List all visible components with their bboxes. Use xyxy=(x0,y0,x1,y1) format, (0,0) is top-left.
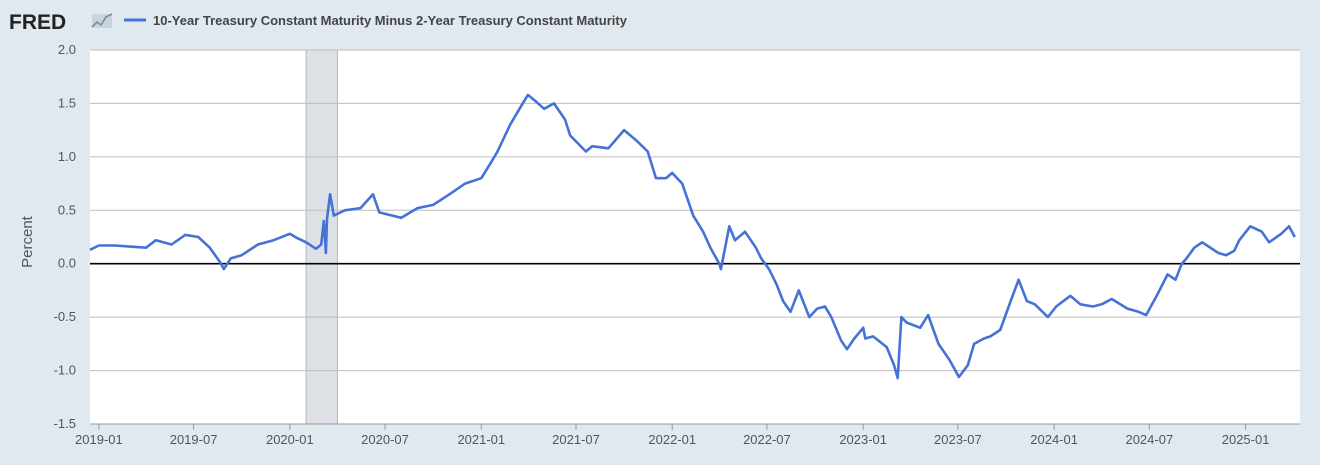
y-tick-label: -1.5 xyxy=(54,416,76,431)
x-tick-label: 2024-01 xyxy=(1030,432,1078,447)
y-tick-label: 2.0 xyxy=(58,42,76,57)
fred-logo-text: FRED xyxy=(9,11,66,34)
fred-logo[interactable]: FRED xyxy=(9,11,113,34)
x-tick-label: 2023-07 xyxy=(934,432,982,447)
series-line xyxy=(89,93,1296,380)
y-tick-label: -0.5 xyxy=(54,309,76,324)
y-tick-label: 1.0 xyxy=(58,149,76,164)
plot-area xyxy=(90,50,1300,424)
chart-legend[interactable]: 10-Year Treasury Constant Maturity Minus… xyxy=(124,13,628,28)
x-tick-label: 2022-07 xyxy=(743,432,791,447)
x-tick-label: 2021-07 xyxy=(552,432,600,447)
y-tick-label: 1.5 xyxy=(58,95,76,110)
x-tick-label: 2022-01 xyxy=(648,432,696,447)
legend-label: 10-Year Treasury Constant Maturity Minus… xyxy=(153,13,628,28)
y-axis-label: Percent xyxy=(19,215,36,268)
x-tick-label: 2019-01 xyxy=(75,432,123,447)
x-tick-label: 2020-01 xyxy=(266,432,314,447)
x-tick-label: 2025-01 xyxy=(1222,432,1270,447)
x-tick-label: 2024-07 xyxy=(1125,432,1173,447)
x-tick-label: 2023-01 xyxy=(839,432,887,447)
x-tick-label: 2019-07 xyxy=(170,432,218,447)
x-tick-label: 2021-01 xyxy=(457,432,505,447)
line-chart-icon xyxy=(91,13,113,28)
x-tick-label: 2020-07 xyxy=(361,432,409,447)
y-tick-label: -1.0 xyxy=(54,363,76,378)
y-tick-label: 0.5 xyxy=(58,202,76,217)
y-tick-label: 0.0 xyxy=(58,256,76,271)
